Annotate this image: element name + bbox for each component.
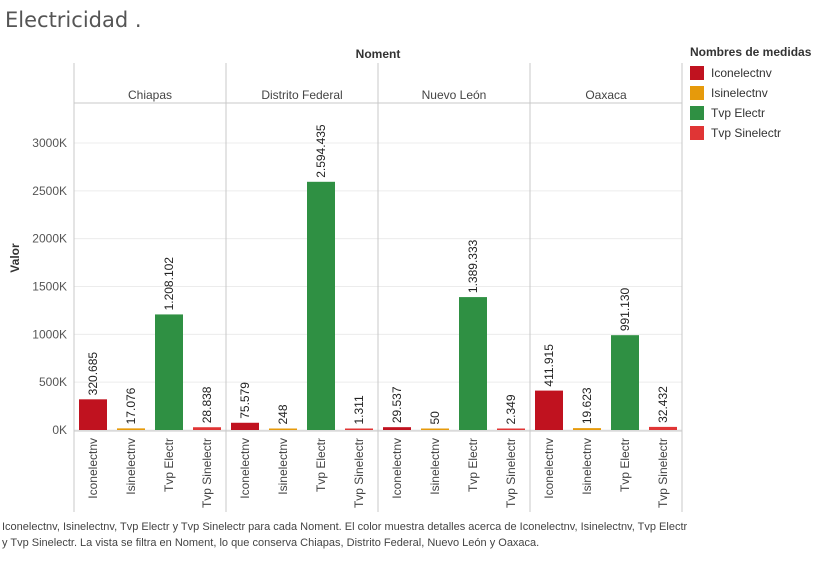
y-tick-label: 1500K [32,280,67,294]
bar [269,428,297,430]
bar [307,181,335,430]
data-label: 248 [276,404,290,424]
data-label: 411.915 [542,344,556,387]
x-tick-label: Iconelectnv [86,438,100,499]
bar [573,428,601,430]
data-label: 28.838 [200,386,214,423]
bar-chart: Noment 0K 500K 1000K 1500K 2000K 2500K 3000K Val… [8,47,683,512]
data-label: 1.389.333 [466,239,480,293]
legend-label: Tvp Electr [711,106,766,120]
legend: Nombres de medidas Iconelectnv Isinelectn… [690,45,830,143]
x-tick-label: Tvp Electr [466,438,480,492]
data-label: 2.349 [504,394,518,424]
data-label: 29.537 [390,386,404,423]
y-tick-label: 500K [39,375,67,389]
panel-header: Nuevo León [422,88,487,102]
bar [611,335,639,430]
bar [421,428,449,430]
data-label: 32.432 [656,386,670,423]
bar [79,399,107,430]
bar [497,428,525,430]
panel-header: Chiapas [128,88,172,102]
x-tick-label: Tvp Electr [314,438,328,492]
bar [459,297,487,430]
bar [155,314,183,430]
x-tick-label: Tvp Sinelectr [656,438,670,508]
legend-item[interactable]: Iconelectnv [690,63,830,83]
y-tick-label: 1000K [32,327,67,341]
bar [117,428,145,430]
x-tick-label: Iconelectnv [542,438,556,499]
data-label: 1.311 [352,395,366,424]
legend-title: Nombres de medidas [690,45,812,59]
y-axis-title: Valor [8,243,22,273]
x-tick-label: Tvp Electr [162,438,176,492]
column-header: Noment [356,47,401,61]
legend-items: Iconelectnv Isinelectnv Tvp Electr Tvp Sine… [690,63,830,143]
legend-label: Tvp Sinelectr [711,126,782,140]
legend-swatch [690,66,704,80]
legend-item[interactable]: Tvp Electr [690,103,830,123]
data-label: 991.130 [618,287,632,331]
x-tick-label: Isinelectnv [580,438,594,495]
y-tick-label: 0K [52,423,67,437]
legend-label: Iconelectnv [711,66,772,80]
legend-item[interactable]: Tvp Sinelectr [690,123,830,143]
x-tick-label: Iconelectnv [238,438,252,499]
bar [535,390,563,430]
data-label: 19.623 [580,387,594,424]
legend-swatch [690,86,704,100]
legend-swatch [690,106,704,120]
bar [231,422,259,430]
y-tick-label: 2000K [32,232,67,246]
x-tick-label: Tvp Sinelectr [200,438,214,508]
x-tick-label: Isinelectnv [428,438,442,495]
data-label: 2.594.435 [314,124,328,178]
y-tick-label: 2500K [32,184,67,198]
data-label: 1.208.102 [162,257,176,311]
legend-label: Isinelectnv [711,86,768,100]
panel-header: Oaxaca [585,88,627,102]
chart-title: Electricidad . [5,8,142,32]
data-label: 17.076 [124,387,138,424]
data-label: 50 [428,411,442,425]
x-tick-label: Isinelectnv [276,438,290,495]
bar [383,427,411,430]
chart-caption: Iconelectnv, Isinelectnv, Tvp Electr y T… [2,521,688,549]
x-tick-label: Tvp Sinelectr [504,438,518,508]
bar [193,427,221,430]
bar [649,426,677,430]
x-tick-label: Tvp Electr [618,438,632,492]
data-label: 320.685 [86,352,100,396]
x-tick-label: Iconelectnv [390,438,404,499]
data-label: 75.579 [238,382,252,419]
panel-header: Distrito Federal [261,88,342,102]
x-tick-label: Tvp Sinelectr [352,438,366,508]
bar [345,428,373,430]
y-tick-label: 3000K [32,136,67,150]
x-tick-label: Isinelectnv [124,438,138,495]
legend-swatch [690,126,704,140]
legend-item[interactable]: Isinelectnv [690,83,830,103]
